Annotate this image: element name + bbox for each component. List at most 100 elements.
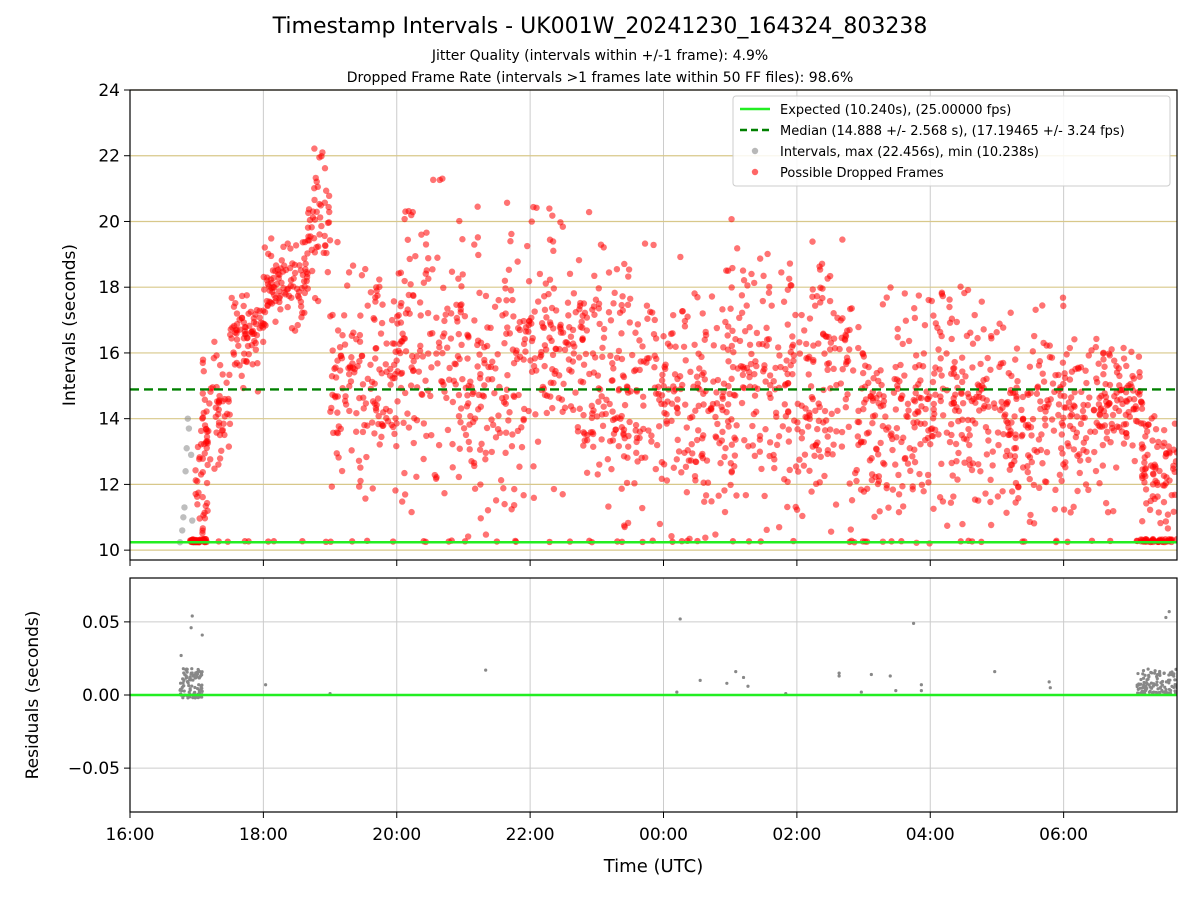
dropped-frame-point xyxy=(1143,500,1150,507)
dropped-frame-point xyxy=(994,429,1002,436)
dropped-frame-point xyxy=(669,311,677,319)
dropped-frame-point xyxy=(1155,509,1162,516)
dropped-frame-point xyxy=(228,335,235,342)
dropped-frame-point xyxy=(901,372,908,379)
dropped-frame-point xyxy=(505,266,513,273)
dropped-frame-point xyxy=(474,203,481,210)
dropped-frame-point xyxy=(570,350,577,357)
dropped-frame-point xyxy=(1091,448,1098,456)
dropped-frame-point xyxy=(1035,484,1043,492)
dropped-frame-point xyxy=(1029,415,1037,423)
dropped-frame-point xyxy=(606,400,613,408)
dropped-frame-point xyxy=(770,451,777,459)
dropped-frame-point xyxy=(311,216,319,223)
dropped-frame-point xyxy=(610,430,618,437)
dropped-frame-point xyxy=(786,260,794,267)
dropped-frame-point xyxy=(488,416,495,423)
dropped-frame-point xyxy=(407,281,414,288)
dropped-frame-point xyxy=(729,264,736,272)
dropped-frame-point xyxy=(1084,401,1092,409)
dropped-frame-point xyxy=(668,532,675,540)
dropped-frame-point xyxy=(1064,440,1071,447)
dropped-frame-point xyxy=(471,241,478,248)
dropped-frame-point xyxy=(204,461,211,469)
dropped-frame-point xyxy=(826,426,834,433)
dropped-frame-point xyxy=(1143,428,1151,435)
dropped-frame-point xyxy=(561,346,569,354)
residual-point xyxy=(198,675,202,679)
residual-point xyxy=(1146,667,1150,671)
dropped-frame-point xyxy=(323,249,330,257)
dropped-frame-point xyxy=(506,409,513,416)
dropped-frame-point xyxy=(575,354,583,361)
dropped-frame-point xyxy=(489,421,497,429)
dropped-frame-point xyxy=(267,252,275,260)
dropped-frame-point xyxy=(1092,467,1100,475)
dropped-frame-point xyxy=(1045,400,1052,408)
dropped-frame-point xyxy=(532,411,539,418)
dropped-frame-point xyxy=(441,330,448,337)
dropped-frame-point xyxy=(680,343,688,350)
dropped-frame-point xyxy=(687,368,694,376)
dropped-frame-point xyxy=(607,317,615,324)
dropped-frame-point xyxy=(619,293,626,300)
dropped-frame-point xyxy=(325,203,332,211)
dropped-frame-point xyxy=(696,365,703,372)
dropped-frame-point xyxy=(728,215,735,223)
residual-point xyxy=(837,674,841,678)
dropped-frame-point xyxy=(585,208,593,216)
dropped-frame-point xyxy=(590,303,598,310)
dropped-frame-point xyxy=(341,341,349,348)
dropped-frame-point xyxy=(620,426,628,433)
dropped-frame-point xyxy=(712,413,719,421)
dropped-frame-point xyxy=(1099,441,1107,449)
dropped-frame-point xyxy=(632,329,639,336)
dropped-frame-point xyxy=(773,441,781,449)
dropped-frame-point xyxy=(951,407,959,414)
dropped-frame-point xyxy=(433,473,440,481)
dropped-frame-point xyxy=(919,363,927,370)
dropped-frame-point xyxy=(1026,454,1034,461)
dropped-frame-point xyxy=(946,303,953,311)
dropped-frame-point xyxy=(818,260,826,268)
dropped-frame-point xyxy=(1030,520,1038,527)
dropped-frame-point xyxy=(386,407,393,415)
dropped-frame-point xyxy=(806,415,813,423)
dropped-frame-point xyxy=(605,503,612,510)
dropped-frame-point xyxy=(383,340,390,347)
dropped-frame-point xyxy=(977,468,984,475)
dropped-frame-point xyxy=(1103,428,1111,436)
dropped-frame-point xyxy=(907,467,914,475)
dropped-frame-point xyxy=(534,298,542,305)
dropped-frame-point xyxy=(633,438,640,446)
dropped-frame-point xyxy=(950,395,957,402)
dropped-frame-point xyxy=(1123,362,1130,370)
dropped-frame-point xyxy=(1024,463,1031,470)
dropped-frame-point xyxy=(226,371,233,379)
dropped-frame-point xyxy=(1057,445,1065,452)
dropped-frame-point xyxy=(883,481,890,489)
dropped-frame-point xyxy=(1142,486,1150,493)
dropped-frame-point xyxy=(1110,507,1117,515)
dropped-frame-point xyxy=(815,340,822,347)
dropped-frame-point xyxy=(561,404,569,411)
dropped-frame-point xyxy=(809,443,816,450)
dropped-frame-point xyxy=(596,461,603,468)
dropped-frame-point xyxy=(814,425,821,433)
dropped-frame-point xyxy=(240,350,248,357)
dropped-frame-point xyxy=(467,412,474,420)
dropped-frame-point xyxy=(775,433,783,440)
dropped-frame-point xyxy=(783,357,790,364)
dropped-frame-point xyxy=(785,275,793,282)
dropped-frame-point xyxy=(304,285,311,292)
residual-point xyxy=(1174,667,1177,671)
dropped-frame-point xyxy=(1102,393,1110,401)
dropped-frame-point xyxy=(700,432,707,439)
residual-point xyxy=(859,690,863,694)
residual-point xyxy=(1162,671,1166,675)
dropped-frame-point xyxy=(334,238,341,246)
dropped-frame-point xyxy=(854,433,862,440)
dropped-frame-point xyxy=(462,431,470,439)
dropped-frame-point xyxy=(595,300,603,307)
